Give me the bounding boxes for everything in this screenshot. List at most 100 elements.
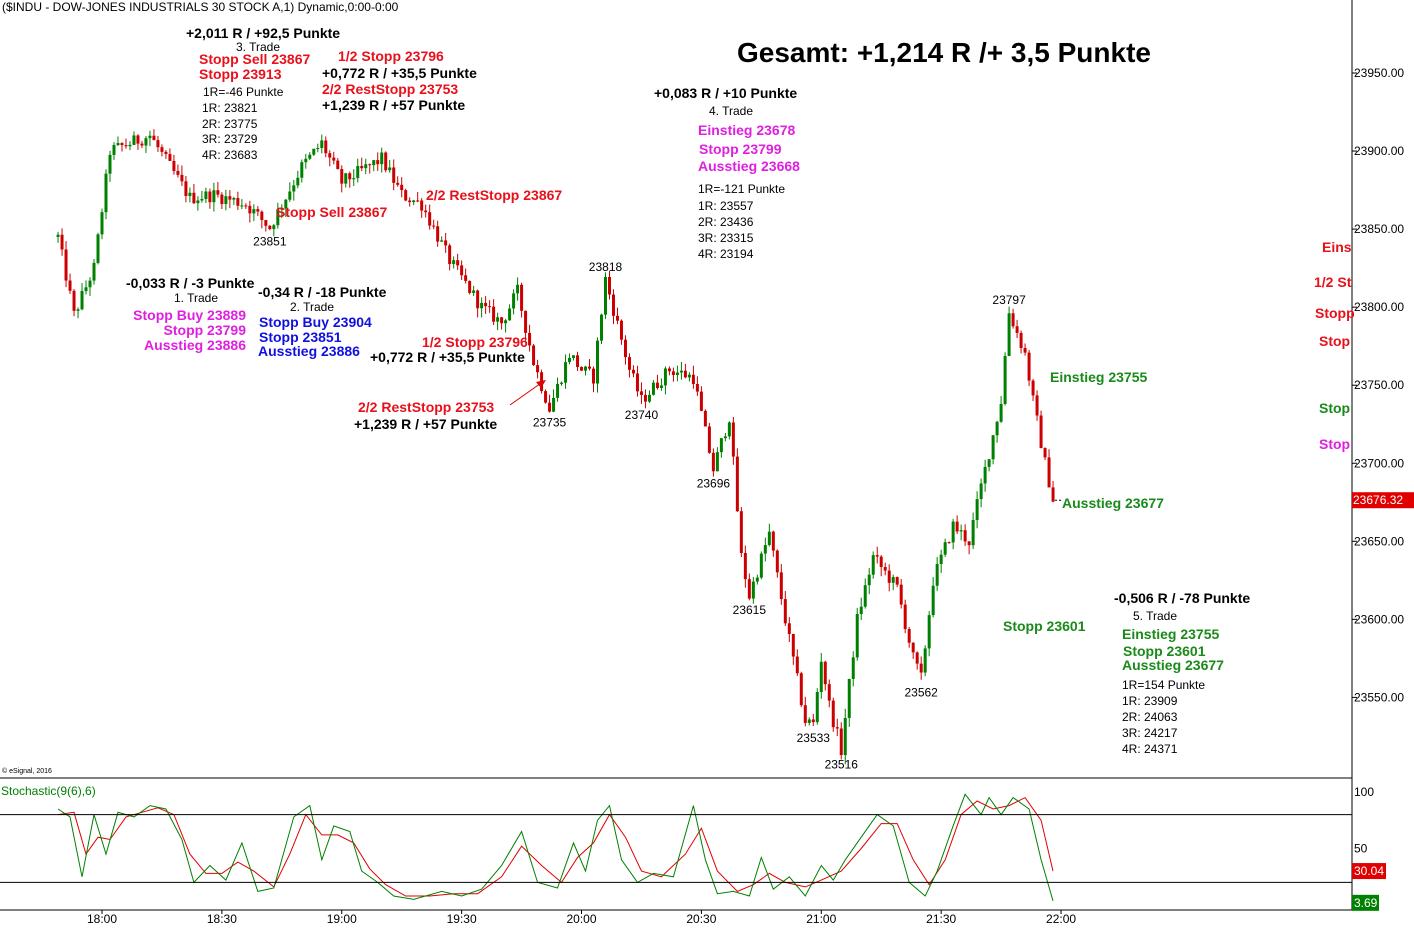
candle-body (1031, 380, 1035, 396)
candle-body (320, 140, 324, 149)
candle-body (1051, 487, 1055, 502)
trade-note: 4. Trade (709, 104, 753, 118)
candle-body (448, 245, 452, 265)
candle-body (204, 191, 208, 199)
candle-body (512, 293, 516, 309)
trade-note: 2R: 23775 (202, 117, 258, 131)
candle-body (1011, 313, 1015, 327)
candle-body (999, 403, 1003, 422)
trade-note: Stopp (1315, 305, 1355, 321)
candle-body (432, 225, 436, 227)
trade-note: -0,033 R / -3 Punkte (126, 275, 255, 291)
candle-body (759, 553, 763, 578)
price-tick-label: 23700.00 (1354, 456, 1404, 470)
candle-body (500, 317, 504, 324)
candle-body (843, 717, 847, 756)
candle-body (240, 205, 244, 207)
candle-body (160, 147, 164, 152)
candle-body (416, 200, 420, 202)
candle-body (671, 371, 675, 376)
trade-note: 1. Trade (174, 291, 218, 305)
time-tick-label: 21:30 (926, 912, 956, 926)
candle-body (899, 584, 903, 605)
candle-body (695, 383, 699, 392)
candle-body (404, 190, 408, 201)
candle-body (879, 556, 883, 568)
candle-body (276, 209, 280, 226)
candle-body (927, 615, 931, 649)
candle-body (855, 613, 859, 658)
gesamt-summary: Gesamt: +1,214 R /+ 3,5 Punkte (737, 37, 1151, 68)
candle-body (380, 152, 384, 165)
candle-body (699, 391, 703, 411)
candle-body (92, 262, 96, 281)
candle-body (272, 225, 276, 230)
candle-body (1047, 457, 1051, 488)
price-tick-label: 23900.00 (1354, 144, 1404, 158)
candle-body (108, 154, 112, 174)
candle-body (592, 368, 596, 384)
candle-body (460, 265, 464, 276)
swing-price-label: 23533 (797, 731, 831, 745)
trade-note: +0,772 R / +35,5 Punkte (370, 349, 525, 365)
candle-body (679, 370, 683, 373)
candle-body (212, 190, 216, 203)
candle-body (755, 577, 759, 582)
candle-body (715, 452, 719, 472)
candle-body (508, 308, 512, 321)
trade-note: 2/2 RestStopp 23867 (426, 187, 562, 203)
trade-note: Stopp 23601 (1123, 643, 1206, 659)
candle-body (420, 200, 424, 211)
candle-body (935, 563, 939, 586)
trade-note: Stopp Sell 23867 (276, 204, 387, 220)
trade-note: Einstieg 23755 (1122, 626, 1219, 642)
candle-body (707, 426, 711, 453)
candle-body (815, 692, 819, 723)
trade-note: Ausstieg 23668 (698, 158, 800, 174)
candle-body (340, 169, 344, 184)
candle-body (180, 174, 184, 182)
candle-body (1035, 395, 1039, 416)
time-tick-label: 18:00 (87, 912, 117, 926)
candle-body (903, 604, 907, 630)
candle-body (639, 391, 643, 395)
trade-note: 3R: 23729 (202, 132, 258, 146)
candle-body (803, 705, 807, 723)
candle-body (220, 194, 224, 205)
candle-body (444, 240, 448, 246)
candle-body (72, 290, 76, 311)
candle-body (875, 555, 879, 557)
candle-body (244, 205, 248, 207)
swing-price-label: 23735 (533, 416, 567, 430)
candle-body (284, 199, 288, 209)
candle-body (783, 599, 787, 624)
candle-body (488, 306, 492, 308)
candle-body (751, 581, 755, 599)
candle-body (200, 198, 204, 201)
candle-body (96, 234, 100, 263)
candle-body (424, 210, 428, 213)
candle-body (675, 372, 679, 376)
time-tick-label: 22:00 (1046, 912, 1076, 926)
candle-body (348, 173, 352, 180)
candle-body (544, 391, 548, 403)
candle-body (600, 314, 603, 341)
candle-body (152, 135, 156, 141)
trade-note: 1R: 23557 (698, 199, 754, 213)
stochastic-label: Stochastic(9(6),6) (1, 784, 96, 798)
candle-body (791, 633, 795, 657)
candle-body (336, 160, 340, 170)
candle-body (248, 205, 252, 214)
time-tick-label: 20:00 (567, 912, 597, 926)
candle-body (987, 459, 991, 467)
candle-body (548, 402, 552, 412)
candle-body (392, 167, 396, 183)
candle-body (839, 728, 843, 756)
candle-body (915, 652, 919, 664)
candle-body (304, 158, 308, 163)
trade-note: Stop (1319, 400, 1350, 416)
candle-body (364, 164, 368, 169)
trade-note: Eins (1322, 239, 1352, 255)
candle-body (1007, 313, 1011, 356)
candle-body (80, 291, 84, 310)
